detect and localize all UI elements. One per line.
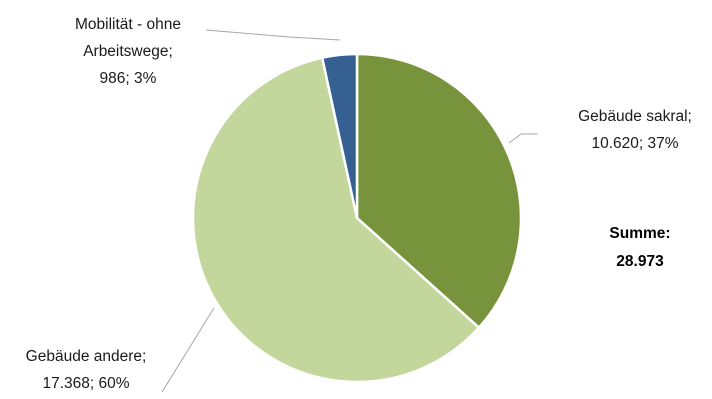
pie-slice-geb-ude-sakral: [355, 52, 523, 330]
data-label-line: Gebäude andere;: [26, 348, 147, 365]
total-sum-caption: Summe:: [609, 225, 670, 242]
pie-slice-geb-ude-andere: [191, 56, 481, 384]
data-label-line: 17.368; 60%: [42, 375, 129, 392]
data-label-mobilitaet: Mobilität - ohne Arbeitswege; 986; 3%: [75, 16, 181, 87]
data-label-line: Gebäude sakral;: [578, 108, 692, 125]
data-label-gebaeude-sakral: Gebäude sakral; 10.620; 37%: [578, 108, 692, 152]
pie-slices: [191, 52, 523, 384]
data-label-line: Mobilität - ohne: [75, 16, 181, 33]
leader-lines: [161, 29, 538, 393]
leader-line-gebaeude-sakral: [508, 133, 538, 144]
data-label-line: 10.620; 37%: [591, 135, 678, 152]
data-label-gebaeude-andere: Gebäude andere; 17.368; 60%: [26, 348, 147, 392]
leader-line-gebaeude-andere: [161, 307, 215, 393]
data-label-line: Arbeitswege;: [83, 43, 173, 60]
total-sum-value: 28.973: [616, 253, 664, 270]
pie-slice-mobilit-t-ohne-arbeitswege: [320, 52, 359, 219]
data-label-line: 986; 3%: [100, 70, 157, 87]
total-sum-label: Summe: 28.973: [609, 225, 670, 270]
leader-line-mobilitaet: [205, 29, 341, 41]
